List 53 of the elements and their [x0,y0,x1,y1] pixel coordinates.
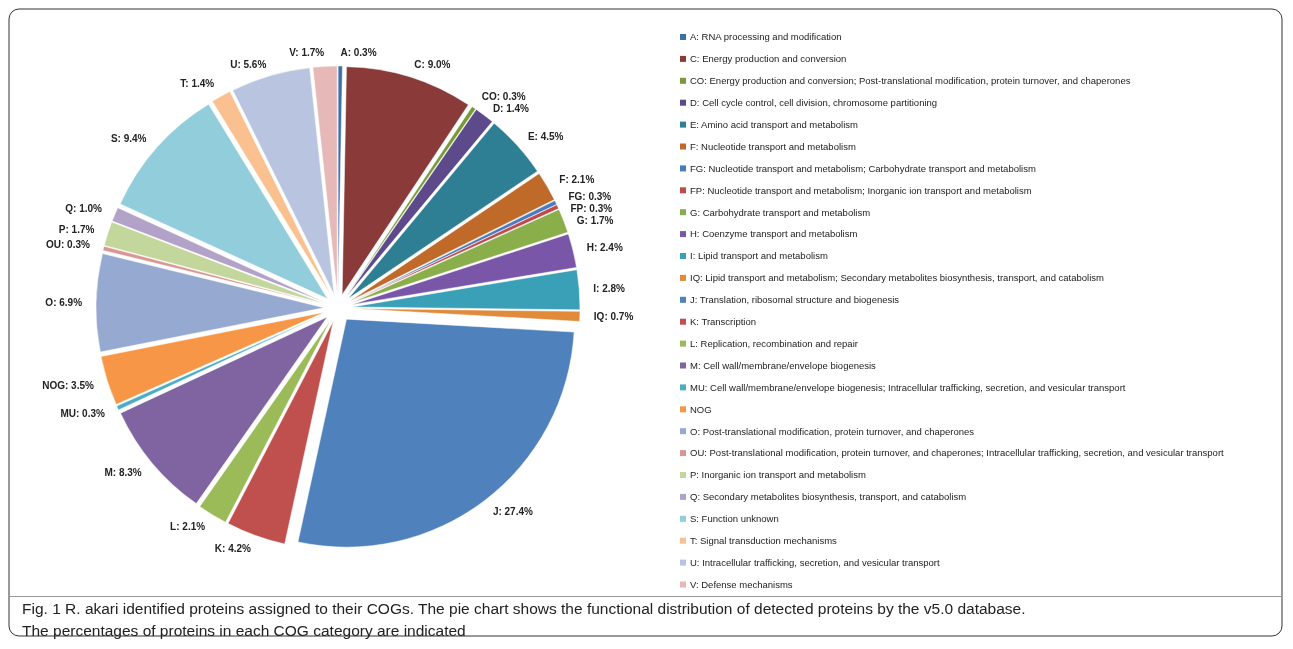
data-label: K: 4.2% [214,543,252,555]
legend-label: MU: Cell wall/membrane/envelope biogenesis; Intracellular trafficking, secretion, and vesicular transport [690,381,1126,393]
data-label: S: 9.4% [110,132,147,144]
data-label: M: 8.3% [104,466,142,478]
legend-label: P: Inorganic ion transport and metabolism [690,469,866,481]
legend-label: J: Translation, ribosomal structure and biogenesis [690,294,900,306]
data-label: U: 5.6% [230,58,267,70]
legend-label: D: Cell cycle control, cell division, chromosome partitioning [690,97,938,109]
data-label: L: 2.1% [170,521,206,533]
legend-label: U: Intracellular trafficking, secretion, and vesicular transport [690,556,940,568]
data-label: O: 6.9% [45,296,83,308]
data-label: Q: 1.0% [65,203,103,215]
legend-label: E: Amino acid transport and metabolism [690,118,858,130]
legend-label: I: Lipid transport and metabolism [690,250,828,262]
data-label: H: 2.4% [586,241,623,253]
data-label: FG: 0.3% [568,190,612,202]
data-label: IQ: 0.7% [593,311,634,323]
data-label: MU: 0.3% [60,408,105,420]
legend-label: T: Signal transduction mechanisms [690,535,838,547]
legend-label: O: Post-translational modification, protein turnover, and chaperones [690,425,975,437]
legend-label: CO: Energy production and conversion; Post-translational modification, protein turnover, and chaperones [690,75,1131,87]
data-label: D: 1.4% [492,102,530,114]
data-label: CO: 0.3% [481,90,526,102]
data-label: T: 1.4% [180,78,215,90]
legend-label: K: Transcription [690,316,756,328]
legend-label: NOG [690,403,712,415]
legend-label: OU: Post-translational modification, protein turnover, and chaperones; Intracellular trafficking, secretion, and vesicular transport [690,447,1225,459]
legend-label: IQ: Lipid transport and metabolism; Secondary metabolites biosynthesis, transport, and catabolism [690,272,1105,284]
legend-label: FG: Nucleotide transport and metabolism; Carbohydrate transport and metabolism [690,162,1036,174]
data-label: I: 2.8% [593,283,626,295]
data-label: G: 1.7% [576,214,614,226]
legend-label: Q: Secondary metabolites biosynthesis, transport, and catabolism [690,491,967,503]
data-label: J: 27.4% [492,506,534,518]
legend-label: H: Coenzyme transport and metabolism [690,228,858,240]
data-label: E: 4.5% [527,130,564,142]
data-label: C: 9.0% [414,58,451,70]
data-label: OU: 0.3% [46,239,91,251]
data-label: NOG: 3.5% [42,379,94,391]
data-label: F: 2.1% [559,173,595,185]
legend-label: C: Energy production and conversion [690,53,847,65]
data-label: P: 1.7% [58,223,95,235]
caption: Fig. 1 R. akari identified proteins assigned to their COGs. The pie chart shows the functional distribution of detected proteins by the v5.0 database. The percentages of proteins in each COG category are indicated [22,600,1026,639]
legend-label: L: Replication, recombination and repair [690,337,858,349]
legend-label: V: Defense mechanisms [690,578,793,590]
legend-label: S: Function unknown [690,513,779,525]
legend-label: FP: Nucleotide transport and metabolism; Inorganic ion transport and metabolism [690,184,1032,196]
data-label: A: 0.3% [340,46,377,58]
legend-label: G: Carbohydrate transport and metabolism [690,206,871,218]
data-label: V: 1.7% [289,46,325,58]
legend-label: F: Nucleotide transport and metabolism [690,140,856,152]
legend-label: M: Cell wall/membrane/envelope biogenesis [690,359,877,371]
legend-label: A: RNA processing and modification [690,31,842,43]
data-label: FP: 0.3% [570,202,613,214]
